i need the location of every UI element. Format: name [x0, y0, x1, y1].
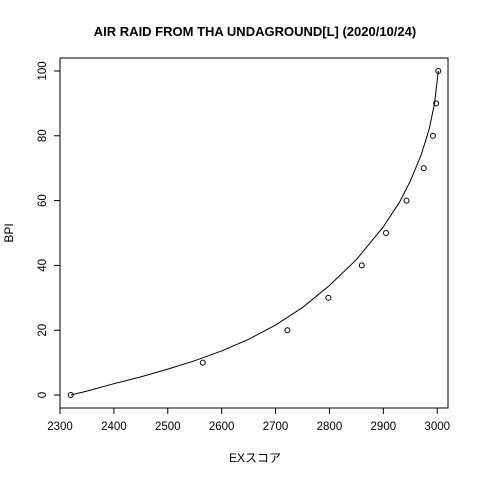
data-point-2	[284, 327, 291, 334]
data-point-4	[358, 262, 365, 269]
y-axis: 0 20 40 60 80 100	[37, 61, 60, 398]
y-tick-label-60: 60	[37, 194, 49, 207]
data-points	[67, 67, 442, 399]
y-tick-label-80: 80	[37, 129, 49, 142]
x-tick-label-2400: 2400	[101, 421, 127, 433]
data-point-3	[325, 294, 332, 301]
x-axis: 2300 2400 2500 2600 2700 2800 2900 3000	[47, 408, 450, 433]
fit-curve-line	[70, 70, 439, 396]
data-point-5	[383, 230, 390, 236]
data-point-9	[433, 100, 440, 107]
plot-frame	[59, 57, 449, 409]
data-point-10	[435, 67, 442, 74]
data-point-7	[420, 165, 427, 172]
data-point-0	[67, 392, 74, 399]
x-tick-label-3000: 3000	[424, 421, 450, 433]
chart-title: AIR RAID FROM THA UNDAGROUND[L] (2020/10…	[94, 24, 416, 39]
y-tick-label-40: 40	[37, 259, 49, 272]
x-tick-label-2800: 2800	[317, 421, 343, 433]
x-tick-label-2600: 2600	[209, 421, 235, 433]
fit-curve-layer	[70, 70, 439, 396]
data-point-6	[403, 197, 410, 204]
x-tick-label-2900: 2900	[371, 421, 397, 433]
y-tick-label-20: 20	[37, 324, 49, 337]
data-point-1	[199, 359, 206, 366]
data-point-8	[429, 132, 436, 139]
x-tick-label-2500: 2500	[155, 421, 181, 433]
x-axis-label: EXスコア	[229, 451, 281, 465]
x-tick-label-2700: 2700	[263, 421, 289, 433]
y-tick-label-100: 100	[37, 61, 49, 80]
y-axis-label: BPI	[2, 223, 16, 242]
y-tick-label-0: 0	[37, 392, 49, 398]
x-tick-label-2300: 2300	[47, 421, 73, 433]
